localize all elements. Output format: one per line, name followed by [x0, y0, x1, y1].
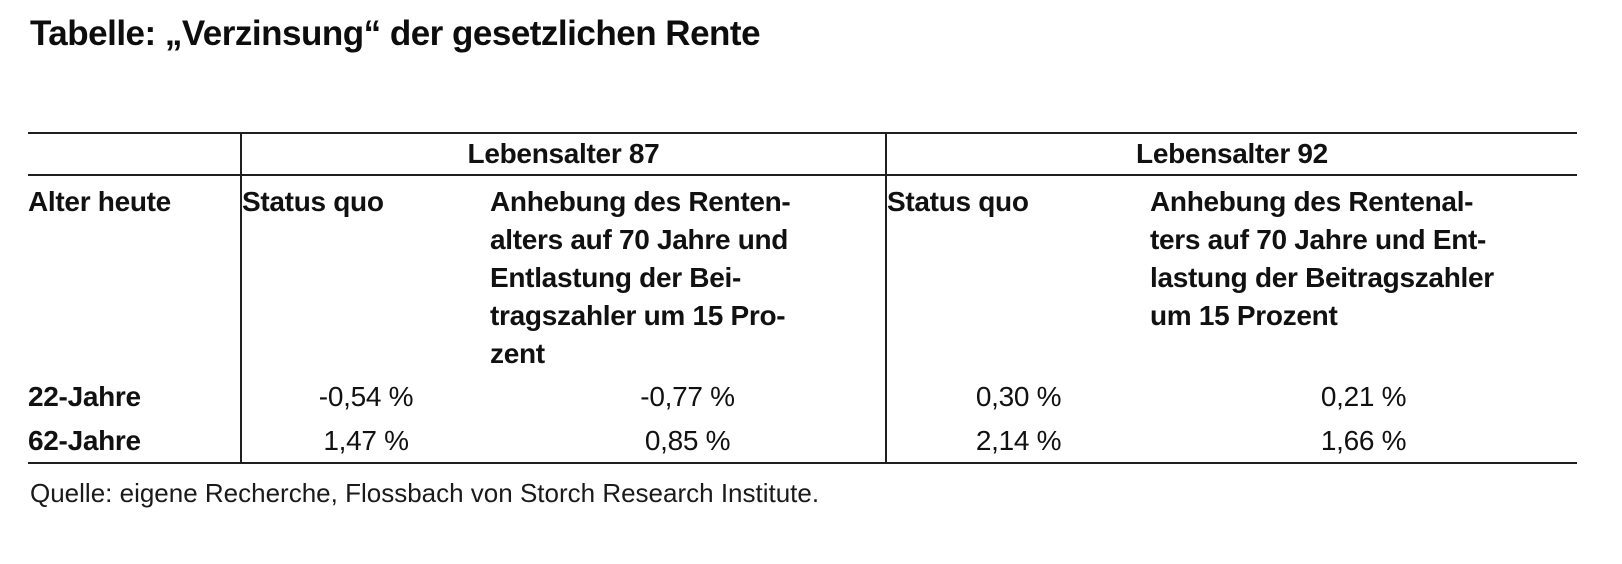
- cell-62-status-87: 1,47 %: [240, 419, 490, 464]
- group-header-lebensalter-87: Lebensalter 87: [240, 132, 886, 176]
- table-row-22-jahre: 22-Jahre -0,54 % -0,77 % 0,30 % 0,21 %: [28, 375, 1577, 419]
- group-header-row: Lebensalter 87 Lebensalter 92: [28, 132, 1577, 176]
- cell-62-scenario-92: 1,66 %: [1150, 419, 1577, 464]
- table-row-62-jahre: 62-Jahre 1,47 % 0,85 % 2,14 % 1,66 %: [28, 419, 1577, 464]
- corner-cell: [28, 132, 241, 176]
- cell-62-scenario-87: 0,85 %: [490, 419, 886, 464]
- page-title: Tabelle: „Verzinsung“ der gesetzlichen R…: [30, 14, 761, 53]
- column-header-status-quo-87: Status quo: [240, 175, 490, 375]
- column-header-status-quo-92: Status quo: [885, 175, 1150, 375]
- cell-22-status-92: 0,30 %: [885, 375, 1150, 419]
- column-header-scenario-92: Anhebung des Rentenal- ters auf 70 Jahre…: [1150, 186, 1494, 331]
- cell-22-scenario-87: -0,77 %: [640, 381, 735, 412]
- cell-22-scenario-92: 0,21 %: [1320, 381, 1407, 412]
- subheader-row: Alter heute Status quo Anhebung des Rent…: [28, 175, 1577, 375]
- row-label-62-jahre: 62-Jahre: [28, 419, 241, 464]
- cell-22-status-87: -0,54 %: [240, 375, 490, 419]
- column-header-alter-heute: Alter heute: [28, 186, 171, 217]
- pension-return-table: Lebensalter 87 Lebensalter 92 Alter heut…: [28, 132, 1577, 464]
- cell-62-status-92: 2,14 %: [885, 419, 1150, 464]
- row-label-22-jahre: 22-Jahre: [28, 381, 141, 412]
- group-header-lebensalter-92: Lebensalter 92: [885, 132, 1577, 176]
- source-note: Quelle: eigene Recherche, Flossbach von …: [30, 478, 820, 508]
- column-header-scenario-87: Anhebung des Renten- alters auf 70 Jahre…: [490, 186, 791, 369]
